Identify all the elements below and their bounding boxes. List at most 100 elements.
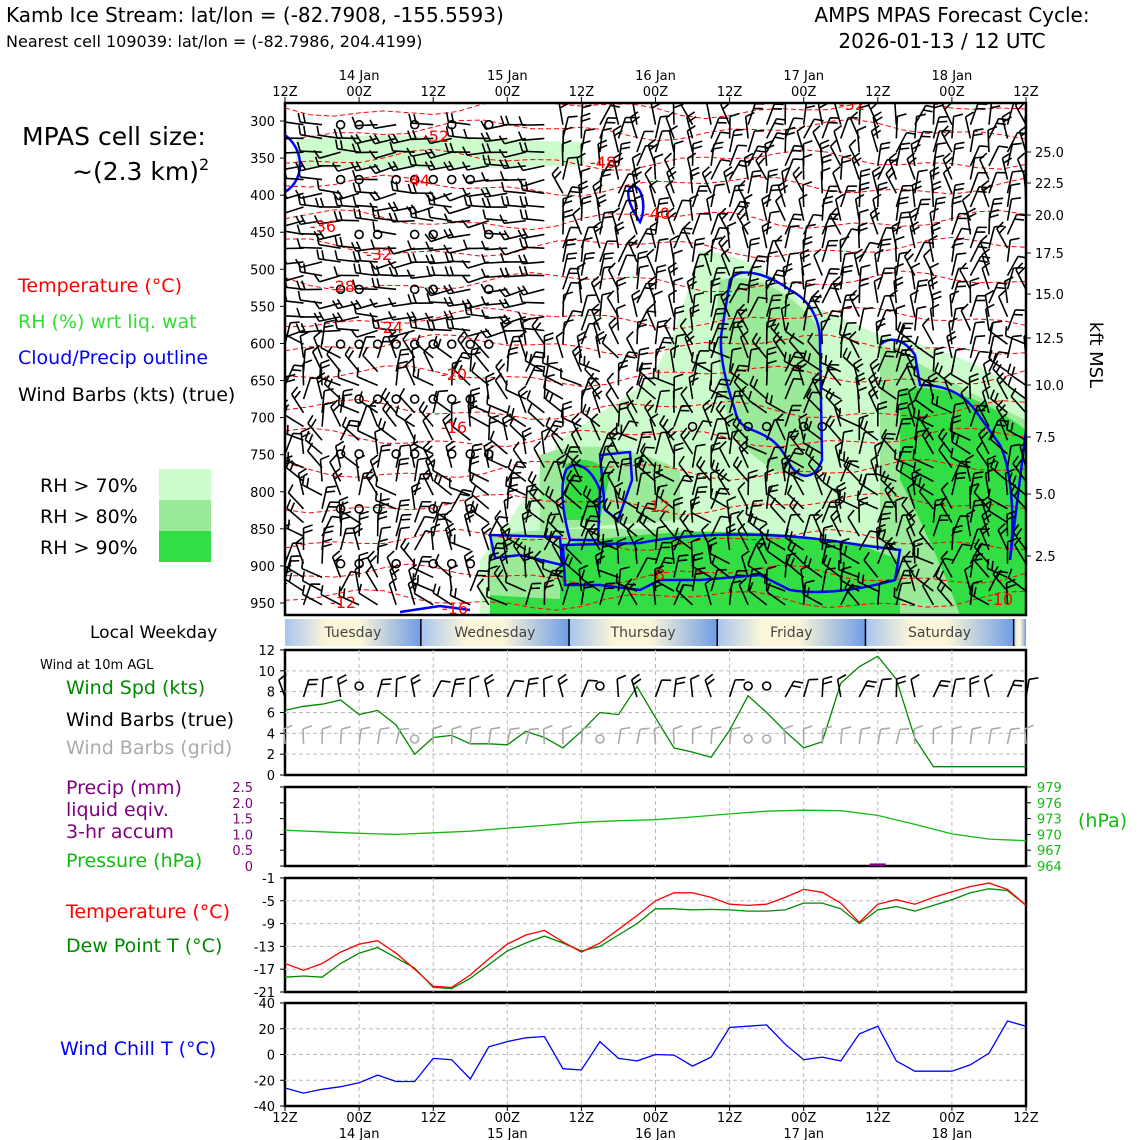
- wind-barb-flag: [510, 476, 521, 480]
- y-tick-label: 2: [267, 748, 275, 763]
- wind-barb-flag: [332, 550, 341, 558]
- wind-barb-flag: [909, 207, 918, 214]
- wind-barb-flag: [443, 205, 450, 215]
- wind-barb: [376, 541, 380, 564]
- wind-barb-flag: [910, 139, 921, 145]
- wind-barb-flag: [743, 193, 753, 200]
- wind-barb-flag: [690, 496, 700, 502]
- wind-barb-flag: [590, 527, 598, 536]
- wind-barb-flag: [368, 165, 377, 174]
- wind-barb-flag: [649, 179, 659, 187]
- wind-barb-flag: [388, 266, 394, 277]
- wind-barb-flag: [796, 124, 806, 132]
- wind-barb-flag: [291, 386, 299, 395]
- wind-barb-flag: [632, 171, 642, 178]
- wind-barb-flag: [790, 542, 797, 553]
- wind-barb-flag: [356, 367, 359, 377]
- bottom-day-label: 14 Jan: [339, 1127, 380, 1140]
- wind-barb-flag: [341, 416, 347, 427]
- wind-barb: [448, 219, 471, 224]
- wind-barb-flag: [931, 393, 934, 404]
- wind-barb-flag: [681, 479, 692, 483]
- wind-barb-flag: [986, 558, 990, 569]
- wind-barb: [929, 308, 935, 331]
- wind-barb-flag: [413, 318, 418, 329]
- wind-barb: [339, 390, 345, 413]
- wind-barb: [732, 464, 749, 482]
- wind-barb-flag: [775, 413, 784, 421]
- wind-barb: [321, 404, 325, 427]
- wind-barb: [316, 377, 323, 400]
- wind-barb: [940, 557, 953, 578]
- wind-barb-flag: [300, 427, 311, 433]
- wind-barb-flag: [788, 332, 795, 342]
- wind-barb: [1025, 534, 1026, 537]
- wind-barb-flag: [671, 537, 681, 543]
- wind-barb: [337, 327, 360, 332]
- wind-barb-flag: [884, 437, 894, 440]
- wind-barb-flag: [1036, 517, 1045, 518]
- wind-barb-flag: [326, 346, 333, 355]
- wind-barb-flag: [846, 460, 853, 470]
- wind-barb-flag: [399, 353, 410, 356]
- wind-barb-flag: [820, 144, 830, 150]
- wind-barb: [969, 405, 979, 427]
- wind-barb: [880, 478, 897, 496]
- wind-barb: [858, 482, 879, 496]
- wind-barb: [895, 468, 916, 483]
- bottom-hour-label: 12Z: [569, 1111, 595, 1126]
- wind-barb-flag: [482, 527, 492, 535]
- surface-barb-flag: [588, 679, 598, 682]
- grid-barb: [542, 728, 546, 745]
- temperature-contour: [285, 236, 1026, 258]
- surface-barb: [1025, 679, 1030, 698]
- wind-barb: [941, 104, 953, 126]
- wind-barb: [796, 364, 805, 386]
- wind-barb-flag: [528, 547, 531, 557]
- wind-barb-flag: [774, 136, 785, 140]
- wind-barb: [960, 310, 972, 331]
- wind-barb-flag: [569, 190, 580, 194]
- wind-barb: [912, 554, 934, 565]
- wind-barb: [784, 456, 805, 469]
- surface-barb: [877, 679, 883, 698]
- wind-barb: [988, 336, 995, 359]
- temperature-contour: [285, 365, 1026, 388]
- wind-barb: [969, 582, 974, 605]
- wind-barb-flag: [745, 435, 748, 446]
- wind-barb-flag: [819, 352, 823, 363]
- calm-marker: [354, 558, 364, 569]
- wind-barb: [486, 457, 508, 469]
- wind-barb: [506, 486, 510, 509]
- wind-barb: [631, 185, 638, 208]
- wind-barb-flag: [768, 173, 778, 178]
- wind-barb-flag: [765, 529, 770, 539]
- wind-barb: [918, 532, 934, 551]
- pressure-tick-label: 650: [250, 375, 275, 390]
- wind-barb-flag: [876, 523, 886, 529]
- wind-barb: [485, 302, 508, 306]
- wind-barb-flag: [527, 471, 534, 481]
- wind-barb-flag: [341, 510, 352, 516]
- wind-barb-flag: [389, 141, 394, 152]
- wind-barb: [522, 217, 545, 222]
- wind-barb: [895, 198, 901, 221]
- wind-barb: [505, 485, 527, 496]
- wind-barb: [562, 294, 565, 317]
- wind-barb-flag: [912, 449, 915, 459]
- surface-barb: [654, 679, 663, 698]
- wind-barb-flag: [473, 332, 480, 342]
- wind-barb-flag: [259, 216, 263, 224]
- wind-barb-flag: [518, 116, 524, 126]
- wind-barb: [485, 261, 508, 264]
- wind-barb-flag: [996, 372, 1004, 381]
- wind-barb-flag: [975, 321, 985, 324]
- precip-tick-label: 1.5: [232, 813, 253, 828]
- wind-barb-flag: [487, 155, 492, 165]
- wind-barb-flag: [500, 115, 505, 125]
- wind-barb-flag: [822, 158, 832, 164]
- wind-barb: [802, 157, 805, 180]
- contour-label: -16: [442, 599, 468, 618]
- wind-barb-flag: [874, 440, 884, 447]
- grid-barb: [969, 728, 973, 745]
